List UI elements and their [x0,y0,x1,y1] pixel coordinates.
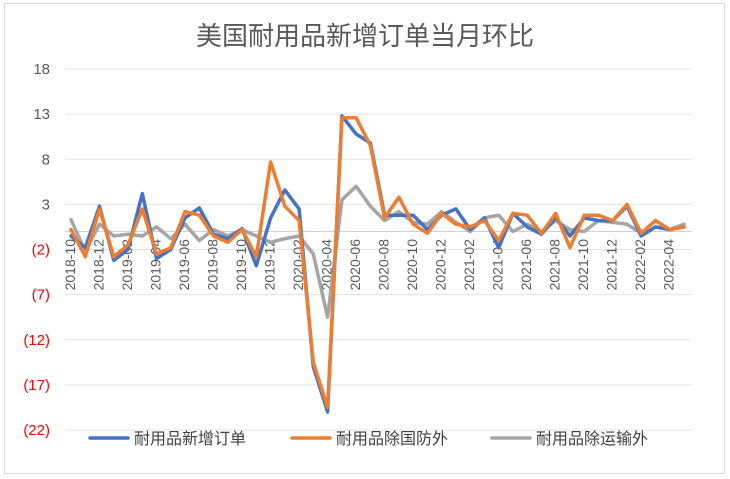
y-tick-label: 18 [33,61,50,78]
x-tick-label: 2021-12 [604,239,620,291]
x-tick-label: 2021-02 [461,239,477,291]
x-tick-label: 2019-12 [262,239,278,291]
x-tick-label: 2020-04 [319,239,335,291]
chart-title: 美国耐用品新增订单当月环比 [196,22,534,52]
legend-label-1: 耐用品新增订单 [134,429,246,448]
x-tick-label: 2020-06 [347,239,363,291]
chart-area [4,3,725,474]
series-lines [69,114,686,414]
gridlines [65,68,692,431]
x-tick-label: 2020-08 [376,239,392,291]
x-tick-label: 2019-10 [233,239,249,291]
x-tick-label: 2022-02 [632,239,648,291]
x-tick-label: 2021-04 [490,239,506,291]
x-tick-label: 2020-10 [404,239,420,291]
y-tick-label: (7) [32,287,50,304]
x-tick-label: 2021-10 [575,239,591,291]
y-tick-label: (22) [23,422,50,439]
y-tick-label: (17) [23,377,50,394]
y-tick-label: 8 [42,151,50,168]
x-tick-label: 2021-08 [547,239,563,291]
y-tick-label: (2) [32,242,50,259]
x-tick-label: 2019-06 [176,239,192,291]
x-axis-ticks: 2018-10 2018-12 2019-02 2019-04 2019-06 2019-… [62,239,677,291]
y-tick-label: 13 [33,106,50,123]
legend-label-2: 耐用品除国防外 [336,429,448,448]
x-tick-label: 2018-10 [62,239,78,291]
y-tick-label: (12) [23,332,50,349]
series-line-3 [69,184,686,319]
y-tick-label: 3 [42,196,50,213]
x-tick-label: 2020-12 [433,239,449,291]
y-axis-ticks: 18 13 8 3 (2) (7) (12) (17) (22) [23,61,50,439]
x-tick-label: 2022-04 [661,239,677,291]
legend-label-3: 耐用品除运输外 [536,429,648,448]
x-tick-label: 2021-06 [518,239,534,291]
x-tick-label: 2019-08 [205,239,221,291]
legend: 耐用品新增订单 耐用品除国防外 耐用品除运输外 [88,429,648,448]
series-line-2 [69,115,686,410]
x-tick-label: 2018-12 [91,239,107,291]
